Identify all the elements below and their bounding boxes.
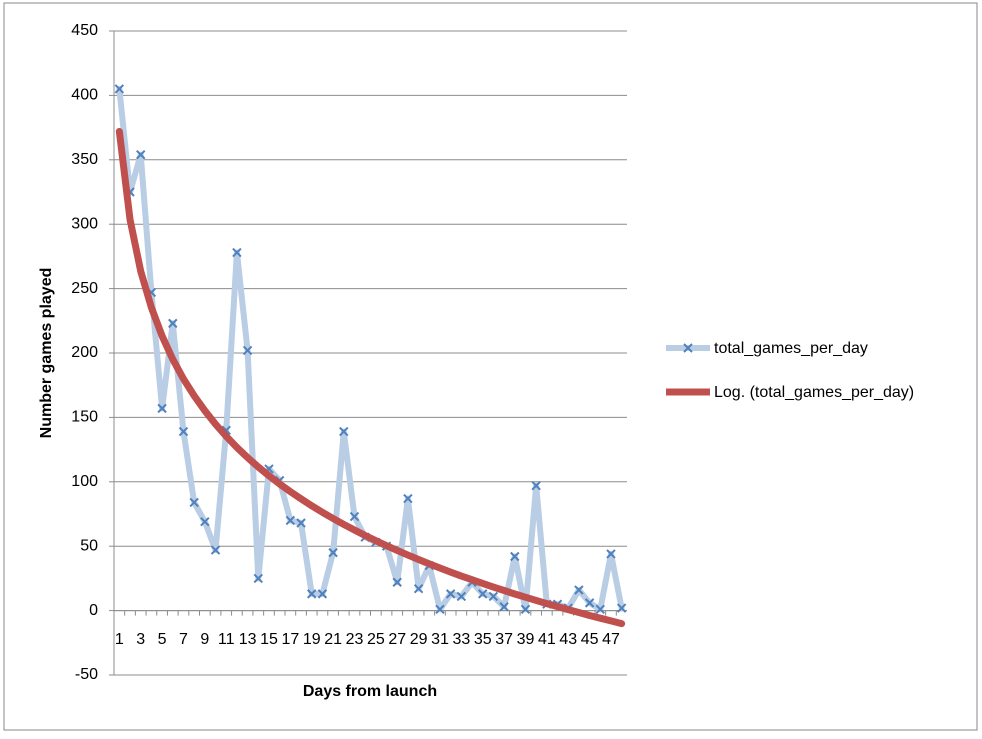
marker — [285, 515, 296, 526]
x-tick-label: 27 — [388, 631, 406, 648]
marker — [488, 591, 499, 602]
marker — [392, 577, 402, 587]
marker — [168, 318, 178, 329]
marker — [520, 604, 531, 615]
marker — [478, 589, 488, 599]
legend-label: Log. (total_games_per_day) — [714, 384, 914, 401]
x-tick-label: 47 — [602, 631, 620, 648]
x-tick-label: 39 — [517, 631, 535, 648]
x-tick-label: 41 — [538, 631, 556, 648]
marker — [157, 403, 167, 414]
x-tick-label: 15 — [260, 631, 278, 648]
marker — [232, 247, 242, 258]
marker — [510, 551, 520, 562]
x-tick-label: 1 — [115, 631, 124, 648]
marker — [403, 493, 413, 504]
y-tick-label: 0 — [89, 602, 98, 619]
marker — [114, 84, 125, 94]
x-tick-label: 21 — [324, 631, 342, 648]
x-tick-label: 13 — [239, 631, 257, 648]
marker — [606, 549, 616, 559]
x-tick-label: 19 — [303, 631, 321, 648]
y-tick-label: 100 — [71, 473, 98, 490]
x-tick-label: 7 — [179, 631, 188, 648]
y-tick-label: 450 — [71, 22, 98, 39]
x-axis-title: Days from launch — [303, 683, 437, 700]
y-tick-label: -50 — [75, 666, 98, 683]
marker — [531, 480, 541, 491]
marker — [456, 591, 467, 602]
x-tick-label: 31 — [431, 631, 449, 648]
x-tick-label: 5 — [158, 631, 167, 648]
marker — [307, 589, 317, 599]
marker — [574, 585, 584, 595]
marker — [328, 547, 338, 558]
marker — [178, 426, 189, 437]
marker — [499, 602, 509, 612]
marker — [210, 545, 221, 555]
marker — [242, 345, 253, 356]
chart-frame — [3, 2, 978, 731]
y-tick-label: 300 — [71, 215, 98, 232]
marker — [189, 497, 199, 508]
x-tick-label: 25 — [367, 631, 385, 648]
y-tick-label: 250 — [71, 280, 98, 297]
x-tick-label: 29 — [410, 631, 428, 648]
x-tick-label: 45 — [581, 631, 599, 648]
marker — [296, 518, 306, 528]
marker — [136, 149, 146, 160]
y-axis-title: Number games played — [38, 268, 55, 439]
marker — [349, 511, 360, 522]
y-tick-label: 150 — [71, 409, 98, 426]
x-tick-label: 11 — [218, 631, 235, 648]
marker — [616, 603, 627, 613]
marker — [317, 589, 328, 599]
marker — [253, 573, 263, 584]
x-tick-label: 23 — [346, 631, 364, 648]
x-tick-label: 43 — [559, 631, 577, 648]
x-tick-label: 33 — [452, 631, 470, 648]
legend-label: total_games_per_day — [714, 340, 868, 357]
x-tick-label: 17 — [281, 631, 299, 648]
y-tick-label: 200 — [71, 344, 98, 361]
marker — [435, 604, 445, 615]
x-tick-label: 9 — [200, 631, 209, 648]
marker — [445, 589, 456, 599]
marker — [339, 426, 349, 437]
marker — [413, 583, 424, 594]
x-tick-label: 37 — [495, 631, 513, 648]
marker — [200, 517, 210, 527]
y-tick-label: 400 — [71, 87, 98, 104]
marker — [584, 598, 595, 608]
marker — [595, 604, 605, 615]
x-tick-label: 3 — [136, 631, 145, 648]
trend-line — [115, 127, 626, 628]
y-tick-label: 350 — [71, 151, 98, 168]
legend-marker — [683, 343, 693, 353]
y-tick-label: 50 — [80, 537, 98, 554]
x-tick-label: 35 — [474, 631, 492, 648]
